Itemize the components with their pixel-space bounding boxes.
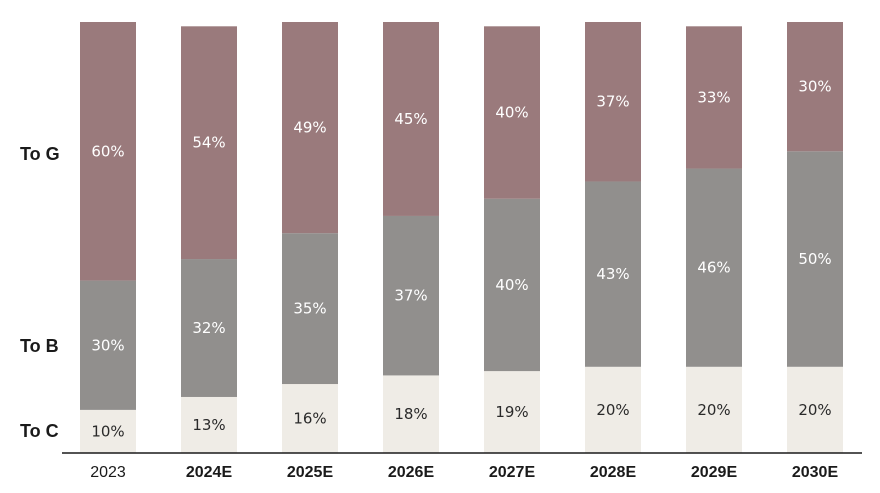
- bars-group: [80, 22, 843, 453]
- bar-segment-to-b-2024e: [181, 259, 237, 397]
- data-label-to-g-2027e: 40%: [495, 104, 528, 122]
- bar-segment-to-b-2030e: [787, 151, 843, 367]
- data-label-to-c-2025e: 16%: [293, 410, 326, 428]
- data-label-to-c-2028e: 20%: [596, 401, 629, 419]
- x-tick-label-2029e: 2029E: [691, 464, 738, 481]
- bar-segment-to-g-2026e: [383, 22, 439, 216]
- bar-segment-to-g-2029e: [686, 26, 742, 169]
- data-label-to-b-2026e: 37%: [394, 287, 427, 305]
- data-label-to-g-2030e: 30%: [798, 78, 831, 96]
- data-label-to-c-2024e: 13%: [192, 416, 225, 434]
- bar-segment-to-b-2029e: [686, 168, 742, 367]
- bar-segment-to-b-2027e: [484, 198, 540, 372]
- bar-segment-to-g-2027e: [484, 26, 540, 199]
- bar-segment-to-c-2025e: [282, 384, 338, 453]
- bar-segment-to-c-2028e: [585, 366, 641, 453]
- bar-segment-to-g-2028e: [585, 22, 641, 182]
- data-label-to-b-2025e: 35%: [293, 300, 326, 318]
- data-label-to-g-2024e: 54%: [192, 134, 225, 152]
- bar-segment-to-c-2030e: [787, 366, 843, 453]
- x-tick-label-2023: 2023: [90, 464, 126, 481]
- data-label-to-g-2028e: 37%: [596, 93, 629, 111]
- data-label-to-b-2023: 30%: [91, 336, 124, 354]
- data-label-to-b-2029e: 46%: [697, 259, 730, 277]
- data-label-to-g-2029e: 33%: [697, 88, 730, 106]
- data-label-to-b-2027e: 40%: [495, 276, 528, 294]
- data-label-to-b-2024e: 32%: [192, 319, 225, 337]
- data-label-to-c-2026e: 18%: [394, 405, 427, 423]
- data-label-to-c-2029e: 20%: [697, 401, 730, 419]
- x-axis-labels: 2023 2024E 2025E 2026E 2027E 2028E 2029E 2030E: [90, 464, 838, 481]
- row-label-to-b: To B: [20, 336, 59, 356]
- x-tick-label-2028e: 2028E: [590, 464, 637, 481]
- bar-segment-to-c-2029e: [686, 366, 742, 453]
- bar-segment-to-c-2023: [80, 409, 136, 453]
- data-label-to-c-2030e: 20%: [798, 401, 831, 419]
- x-tick-label-2024e: 2024E: [186, 464, 233, 481]
- bar-segment-to-g-2023: [80, 22, 136, 281]
- bar-segment-to-c-2026e: [383, 375, 439, 453]
- bar-segment-to-g-2024e: [181, 26, 237, 260]
- data-label-to-g-2026e: 45%: [394, 110, 427, 128]
- data-label-to-b-2028e: 43%: [596, 265, 629, 283]
- bar-segment-to-c-2024e: [181, 396, 237, 453]
- x-tick-label-2030e: 2030E: [792, 464, 839, 481]
- row-label-to-g: To G: [20, 144, 60, 164]
- bar-segment-to-c-2027e: [484, 371, 540, 453]
- data-labels-group: 10% 30% 60% 13% 32% 54% 16% 35% 49% 18% 37% 45% 19% 4…: [91, 78, 831, 441]
- bar-segment-to-g-2030e: [787, 22, 843, 152]
- x-tick-label-2026e: 2026E: [388, 464, 435, 481]
- x-tick-label-2025e: 2025E: [287, 464, 334, 481]
- bar-segment-to-b-2026e: [383, 215, 439, 376]
- data-label-to-c-2027e: 19%: [495, 403, 528, 421]
- row-label-to-c: To C: [20, 421, 59, 441]
- data-label-to-g-2023: 60%: [91, 142, 124, 160]
- bar-segment-to-b-2028e: [585, 181, 641, 367]
- bar-segment-to-g-2025e: [282, 22, 338, 234]
- x-tick-label-2027e: 2027E: [489, 464, 536, 481]
- series-row-labels: To G To B To C: [20, 144, 60, 441]
- data-label-to-b-2030e: 50%: [798, 250, 831, 268]
- bar-segment-to-b-2023: [80, 280, 136, 410]
- bar-segment-to-b-2025e: [282, 233, 338, 385]
- data-label-to-g-2025e: 49%: [293, 119, 326, 137]
- data-label-to-c-2023: 10%: [91, 422, 124, 440]
